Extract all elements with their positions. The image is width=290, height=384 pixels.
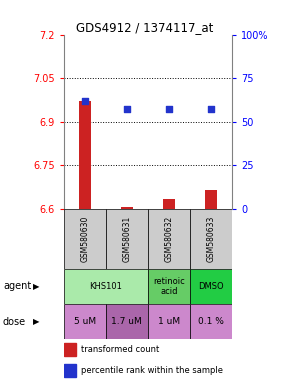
Text: GSM580632: GSM580632 xyxy=(164,215,173,262)
Bar xyxy=(121,207,133,209)
Bar xyxy=(205,190,217,209)
Text: 0.1 %: 0.1 % xyxy=(198,317,224,326)
Point xyxy=(209,106,213,113)
Bar xyxy=(148,304,190,339)
Text: transformed count: transformed count xyxy=(81,346,159,354)
Bar xyxy=(163,199,175,209)
Bar xyxy=(190,209,232,268)
Bar xyxy=(106,304,148,339)
Bar xyxy=(64,304,106,339)
Bar xyxy=(148,268,190,304)
Point xyxy=(166,106,171,113)
Text: GSM580630: GSM580630 xyxy=(80,215,89,262)
Text: 1 uM: 1 uM xyxy=(158,317,180,326)
Bar xyxy=(79,101,91,209)
Point xyxy=(82,98,87,104)
Text: GDS4912 / 1374117_at: GDS4912 / 1374117_at xyxy=(76,21,214,34)
Text: GSM580631: GSM580631 xyxy=(122,215,131,262)
Bar xyxy=(64,343,76,356)
Point xyxy=(124,106,129,113)
Text: percentile rank within the sample: percentile rank within the sample xyxy=(81,366,223,375)
Text: dose: dose xyxy=(3,317,26,327)
Text: GSM580633: GSM580633 xyxy=(206,215,215,262)
Bar xyxy=(190,268,232,304)
Bar xyxy=(190,304,232,339)
Text: DMSO: DMSO xyxy=(198,282,224,291)
Bar xyxy=(106,209,148,268)
Text: 1.7 uM: 1.7 uM xyxy=(111,317,142,326)
Text: 5 uM: 5 uM xyxy=(74,317,96,326)
Text: agent: agent xyxy=(3,281,31,291)
Bar xyxy=(64,268,148,304)
Bar xyxy=(148,209,190,268)
Text: ▶: ▶ xyxy=(33,282,39,291)
Text: retinoic
acid: retinoic acid xyxy=(153,277,185,296)
Text: ▶: ▶ xyxy=(33,317,39,326)
Bar xyxy=(64,364,76,377)
Bar xyxy=(64,209,106,268)
Text: KHS101: KHS101 xyxy=(89,282,122,291)
